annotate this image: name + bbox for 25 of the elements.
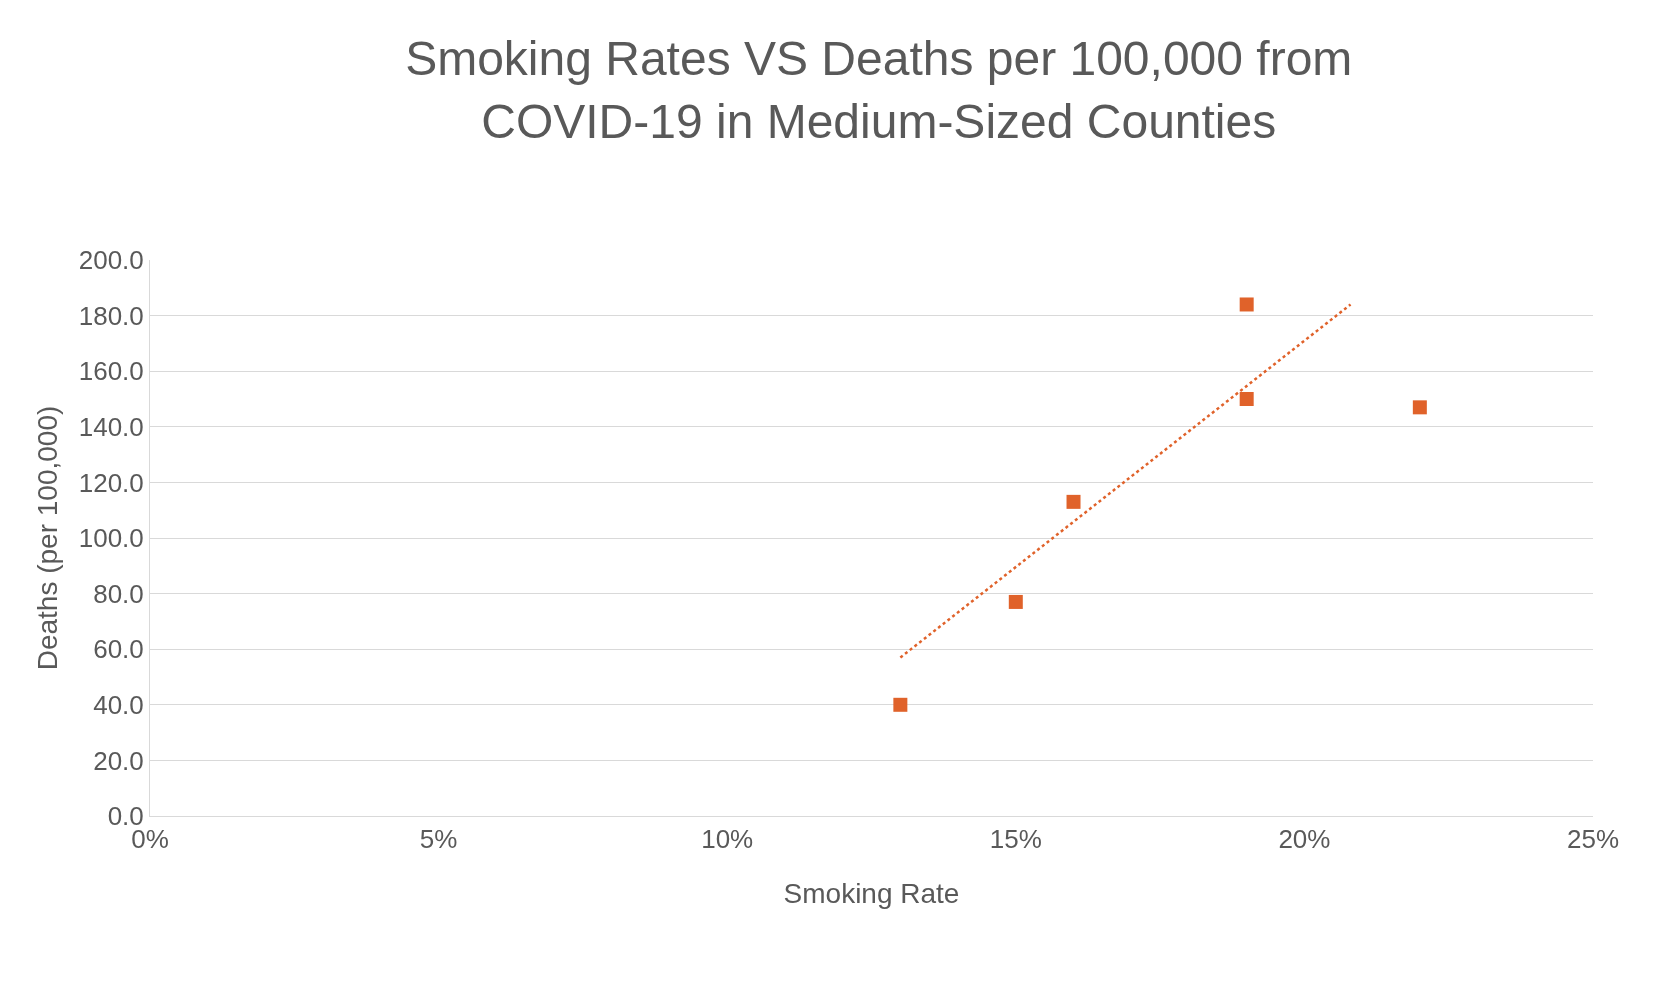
y-tick-label: 160.0 <box>78 356 144 387</box>
y-tick-label: 120.0 <box>78 467 144 498</box>
y-tick-label: 40.0 <box>93 689 144 720</box>
y-tick-label: 100.0 <box>78 523 144 554</box>
x-axis-title: Smoking Rate <box>783 878 960 910</box>
y-tick-label: 80.0 <box>93 578 144 609</box>
point <box>893 697 908 712</box>
point <box>1239 392 1254 406</box>
point <box>1066 494 1081 509</box>
x-tick-label: 5% <box>419 824 458 855</box>
y-tick-label: 180.0 <box>78 300 144 331</box>
point <box>1008 594 1023 609</box>
y-tick-label: 200.0 <box>78 245 144 276</box>
chart-title: Smoking Rates VS Deaths per 100,000 from COVID-19 in Medium-Sized Counties <box>405 32 1353 148</box>
point <box>1239 297 1254 312</box>
y-tick-label: 60.0 <box>93 634 144 665</box>
x-tick-label: 0% <box>131 824 169 855</box>
y-tick-label: 140.0 <box>78 411 144 442</box>
x-tick-label: 15% <box>989 824 1042 855</box>
point <box>1412 400 1427 415</box>
x-tick-label: 25% <box>1566 824 1620 855</box>
y-axis-title: Deaths (per 100,000) <box>32 405 64 671</box>
y-tick-label: 20.0 <box>93 745 144 776</box>
x-tick-label: 10% <box>701 824 754 855</box>
x-tick-label: 20% <box>1278 824 1331 855</box>
